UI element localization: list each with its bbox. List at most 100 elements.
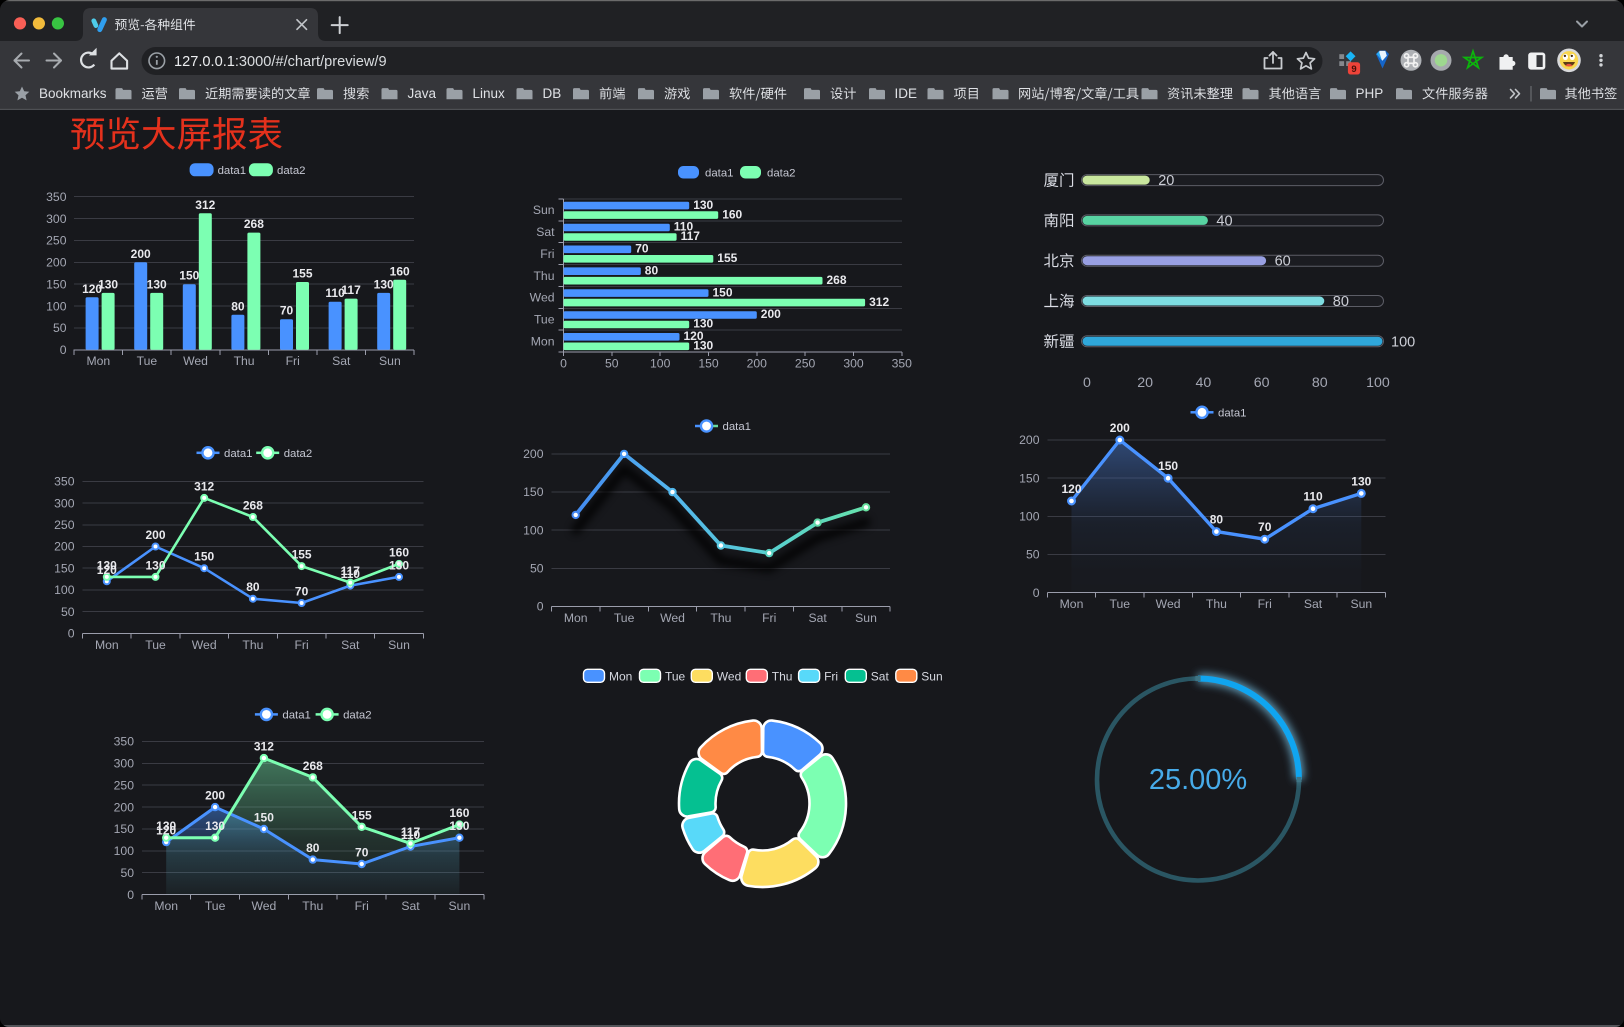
svg-text:data1: data1 [218,165,247,177]
svg-text:120: 120 [97,563,117,577]
svg-text:130: 130 [156,819,176,833]
svg-text:Wed: Wed [660,611,685,625]
svg-text:20: 20 [1137,375,1153,391]
svg-text:Wed: Wed [251,899,276,913]
svg-text:Fri: Fri [294,638,308,652]
svg-text:60: 60 [1275,254,1291,270]
svg-text:200: 200 [145,528,165,542]
svg-text:data1: data1 [705,168,734,180]
svg-text:Java: Java [408,86,437,101]
svg-text:268: 268 [827,273,847,287]
svg-text:200: 200 [747,357,768,371]
svg-text:100: 100 [1391,334,1415,350]
svg-text:Mon: Mon [86,354,110,368]
svg-text:data1: data1 [224,448,253,460]
svg-text:200: 200 [114,800,135,814]
svg-text:Thu: Thu [710,611,731,625]
svg-text:150: 150 [698,357,719,371]
svg-text:100: 100 [46,299,67,313]
svg-text:50: 50 [1026,548,1040,562]
svg-text:130: 130 [374,277,394,291]
svg-text:150: 150 [114,822,135,836]
svg-text:130: 130 [97,558,117,572]
svg-text:130: 130 [693,317,713,331]
svg-text:Mon: Mon [564,611,588,625]
svg-text:200: 200 [523,447,544,461]
svg-text:Sun: Sun [533,203,555,217]
svg-text:100: 100 [1019,510,1040,524]
svg-text:150: 150 [46,277,67,291]
svg-text:0: 0 [60,343,67,357]
svg-text:100: 100 [54,583,75,597]
svg-text:data1: data1 [1218,408,1247,420]
svg-text:150: 150 [194,550,214,564]
svg-text:Wed: Wed [1156,597,1181,611]
svg-text:300: 300 [114,757,135,771]
svg-text:130: 130 [98,277,118,291]
svg-text:117: 117 [681,229,701,243]
svg-text:350: 350 [54,475,75,489]
svg-text:350: 350 [46,190,67,204]
svg-text:130: 130 [693,339,713,353]
svg-text:Sat: Sat [401,899,420,913]
svg-text:Thu: Thu [234,354,255,368]
svg-text:0: 0 [537,600,544,614]
svg-text:268: 268 [303,759,323,773]
svg-text:60: 60 [1254,375,1270,391]
svg-text:117: 117 [401,825,421,839]
svg-text:data2: data2 [767,168,796,180]
svg-text:350: 350 [892,357,913,371]
svg-text:0: 0 [68,627,75,641]
svg-text:200: 200 [1110,421,1130,435]
svg-text:70: 70 [1258,520,1272,534]
svg-text:100: 100 [650,357,671,371]
svg-text:155: 155 [717,251,737,265]
svg-text:80: 80 [246,580,260,594]
svg-text:Fri: Fri [762,611,776,625]
svg-text:Thu: Thu [1206,597,1227,611]
svg-text:Thu: Thu [533,269,554,283]
svg-text:130: 130 [389,558,409,572]
svg-text:data2: data2 [277,165,306,177]
svg-text:50: 50 [530,562,544,576]
svg-text:200: 200 [54,540,75,554]
svg-text:130: 130 [147,277,167,291]
svg-text:Sat: Sat [341,638,360,652]
svg-text:70: 70 [295,585,309,599]
svg-text:Tue: Tue [205,899,226,913]
svg-text:130: 130 [1351,474,1371,488]
svg-text:data2: data2 [284,448,313,460]
svg-text:110: 110 [1303,490,1323,504]
svg-text:117: 117 [341,564,361,578]
svg-text:IDE: IDE [895,86,918,101]
svg-text:PHP: PHP [1356,86,1384,101]
svg-text:Sun: Sun [1350,597,1372,611]
svg-text:200: 200 [761,307,781,321]
svg-text:Mon: Mon [531,334,555,348]
svg-text:100: 100 [114,844,135,858]
svg-text:150: 150 [1019,471,1040,485]
svg-text:268: 268 [244,217,264,231]
svg-text:120: 120 [82,282,102,296]
svg-text:Wed: Wed [183,354,208,368]
svg-text:100: 100 [1366,375,1390,391]
svg-text:150: 150 [254,811,274,825]
svg-text:250: 250 [114,779,135,793]
svg-text:0: 0 [127,888,134,902]
svg-text:20: 20 [1158,173,1174,189]
svg-text:Tue: Tue [137,354,158,368]
svg-text:312: 312 [869,295,889,309]
svg-text:155: 155 [292,267,312,281]
svg-text:312: 312 [195,198,215,212]
svg-text:200: 200 [46,256,67,270]
svg-text:0: 0 [1033,586,1040,600]
svg-text:Thu: Thu [772,669,793,683]
svg-text:150: 150 [54,561,75,575]
svg-text:130: 130 [205,819,225,833]
svg-text:160: 160 [449,806,469,820]
svg-text:268: 268 [243,499,263,513]
svg-text:Sun: Sun [921,669,942,683]
svg-text:Fri: Fri [824,669,838,683]
svg-text:300: 300 [843,357,864,371]
svg-text:Sun: Sun [449,899,471,913]
